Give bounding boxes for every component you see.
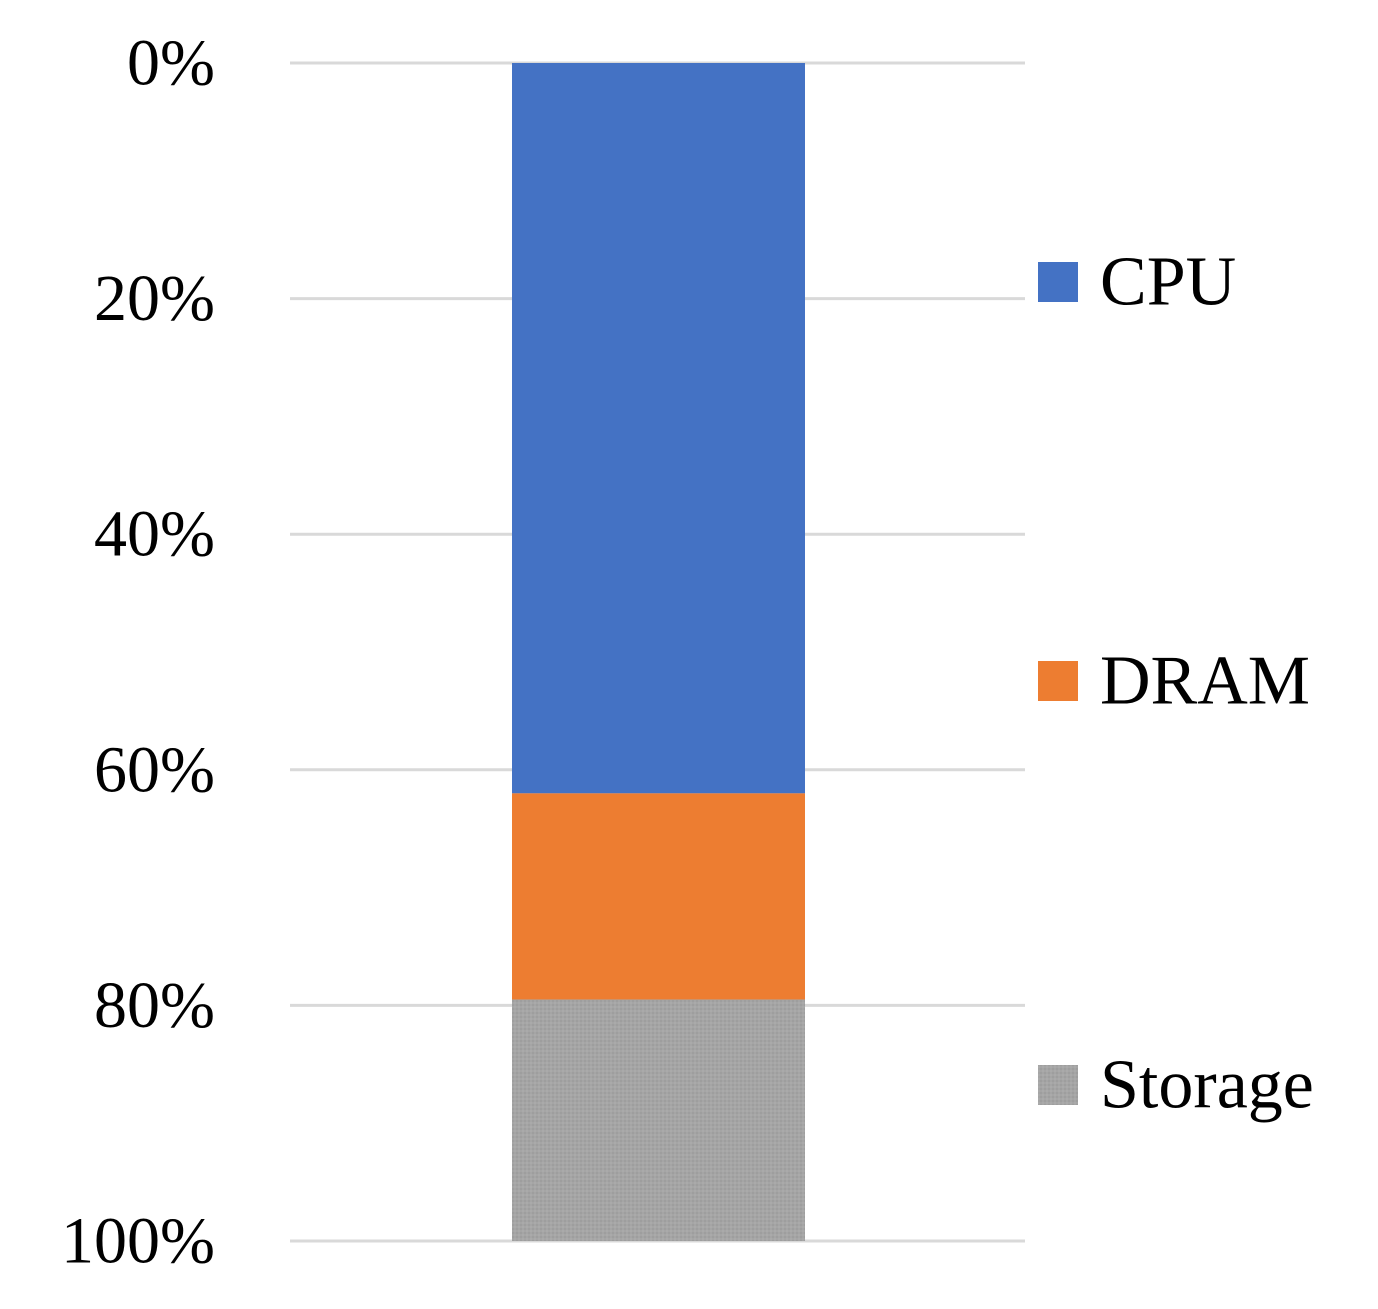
legend-swatch-dram <box>1038 661 1078 701</box>
y-tick-label: 40% <box>94 498 215 571</box>
y-tick-label: 20% <box>94 262 215 335</box>
legend: CPU DRAM Storage <box>1038 244 1314 1124</box>
bar-segment-storage <box>512 999 805 1241</box>
legend-swatch-storage <box>1038 1065 1078 1105</box>
legend-label-dram: DRAM <box>1100 643 1310 720</box>
bar-segment-cpu <box>512 63 805 794</box>
legend-label-cpu: CPU <box>1100 244 1236 321</box>
bar-segment-dram <box>512 793 805 1000</box>
y-tick-label: 60% <box>94 733 215 806</box>
y-tick-label: 100% <box>61 1205 215 1278</box>
y-tick-label: 80% <box>94 969 215 1042</box>
legend-label-storage: Storage <box>1100 1047 1314 1124</box>
stacked-bar <box>512 63 805 1241</box>
y-tick-label: 0% <box>127 27 215 100</box>
y-axis-tick-labels: 0% 20% 40% 60% 80% 100% <box>61 27 215 1278</box>
legend-swatch-cpu <box>1038 262 1078 302</box>
